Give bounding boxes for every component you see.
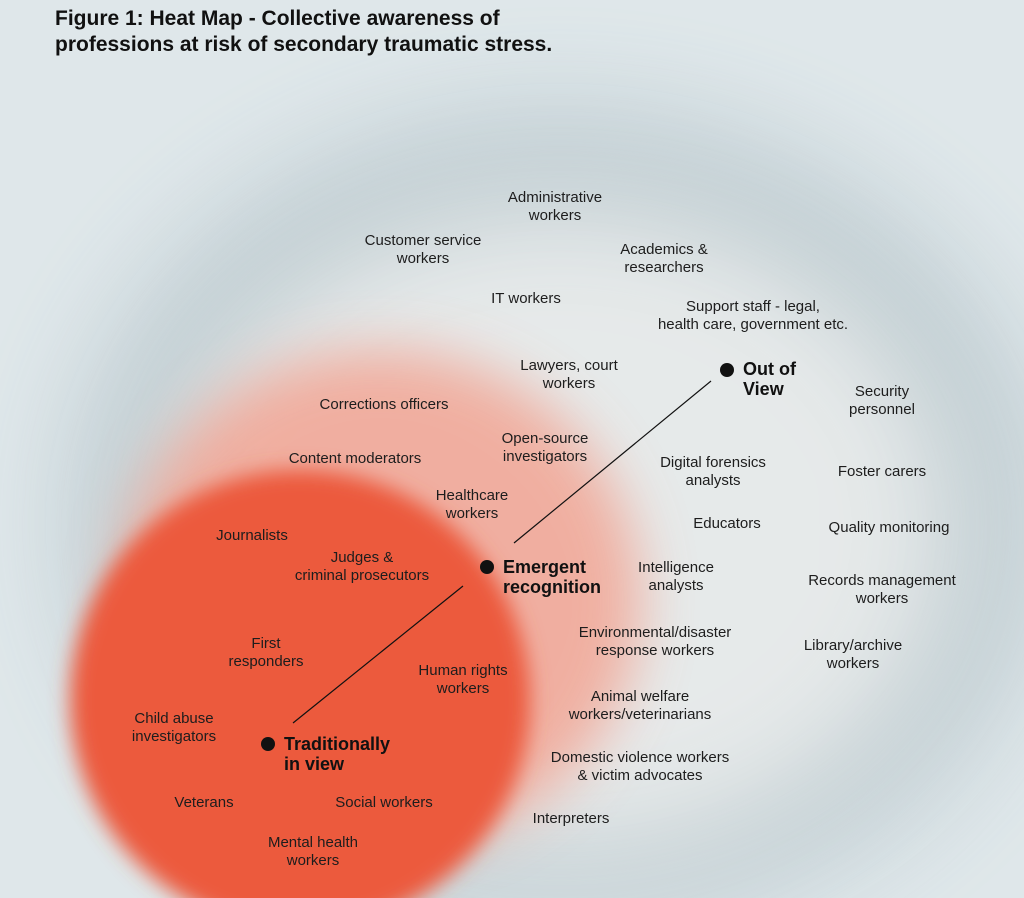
label-customer-service-workers: Customer service workers bbox=[365, 232, 482, 268]
label-line: Security bbox=[854, 383, 910, 400]
label-open-source-investigators: Open-source investigators bbox=[502, 430, 589, 466]
label-content-moderators: Content moderators bbox=[289, 450, 422, 468]
label-line: workers bbox=[542, 375, 596, 392]
label-line: workers bbox=[528, 207, 582, 224]
label-line: Environmental/disaster bbox=[578, 624, 732, 641]
label-line: recognition bbox=[503, 577, 601, 597]
label-line: workers bbox=[396, 250, 450, 267]
label-line: Lawyers, court bbox=[520, 357, 618, 374]
label-line: Human rights bbox=[418, 662, 508, 679]
label-support-staff: Support staff - legal, health care, gover… bbox=[658, 298, 848, 334]
marker-traditionally-in-view: Traditionally in view bbox=[284, 734, 390, 774]
axis-line-lower bbox=[292, 585, 464, 724]
label-line: Library/archive bbox=[803, 637, 903, 654]
label-line: Emergent bbox=[503, 557, 587, 577]
label-line: Animal welfare bbox=[590, 688, 690, 705]
label-judges-prosecutors: Judges & criminal prosecutors bbox=[295, 549, 429, 585]
label-environmental-disaster-workers: Environmental/disaster response workers bbox=[579, 624, 732, 660]
label-line: Out of bbox=[743, 359, 796, 379]
label-line: criminal prosecutors bbox=[294, 567, 430, 584]
label-veterans: Veterans bbox=[174, 794, 233, 812]
label-mental-health-workers: Mental health workers bbox=[268, 834, 358, 870]
label-line: IT workers bbox=[491, 290, 561, 307]
figure-title-line-1: Figure 1: Heat Map - Collective awarenes… bbox=[55, 7, 500, 30]
label-line: Administrative bbox=[507, 189, 603, 206]
label-records-management-workers: Records management workers bbox=[808, 572, 956, 608]
label-line: Records management bbox=[808, 572, 956, 589]
label-academics-researchers: Academics & researchers bbox=[620, 241, 708, 277]
label-line: workers bbox=[855, 590, 909, 607]
label-line: Veterans bbox=[174, 794, 234, 811]
label-line: Judges & bbox=[330, 549, 394, 566]
label-line: workers bbox=[286, 852, 340, 869]
label-domestic-violence-workers: Domestic violence workers & victim advoca… bbox=[551, 749, 729, 785]
label-line: Content moderators bbox=[288, 450, 422, 467]
label-line: View bbox=[743, 379, 784, 399]
label-line: Domestic violence workers bbox=[550, 749, 730, 766]
label-line: workers bbox=[826, 655, 880, 672]
label-administrative-workers: Administrative workers bbox=[508, 189, 602, 225]
label-line: Journalists bbox=[216, 527, 288, 544]
label-intelligence-analysts: Intelligence analysts bbox=[638, 559, 714, 595]
label-foster-carers: Foster carers bbox=[838, 463, 926, 481]
label-line: Healthcare bbox=[435, 487, 509, 504]
label-line: health care, government etc. bbox=[657, 316, 849, 333]
label-line: Corrections officers bbox=[319, 396, 449, 413]
figure-title-line-2: professions at risk of secondary traumat… bbox=[55, 33, 553, 56]
label-lawyers-court-workers: Lawyers, court workers bbox=[520, 357, 618, 393]
label-line: analysts bbox=[648, 577, 704, 594]
label-line: personnel bbox=[849, 401, 915, 418]
label-line: First bbox=[251, 635, 281, 652]
label-line: Support staff - legal, bbox=[686, 298, 820, 315]
label-line: Child abuse bbox=[134, 710, 214, 727]
label-line: Customer service bbox=[364, 232, 482, 249]
label-line: Intelligence bbox=[638, 559, 714, 576]
figure-title: Figure 1: Heat Map - Collective awarenes… bbox=[55, 6, 755, 58]
label-line: responders bbox=[228, 653, 304, 670]
label-interpreters: Interpreters bbox=[533, 810, 610, 828]
marker-out-of-view: Out of View bbox=[743, 359, 796, 399]
label-line: workers/veterinarians bbox=[568, 706, 712, 723]
label-line: Interpreters bbox=[532, 810, 610, 827]
emergent-recognition-dot bbox=[480, 560, 494, 574]
label-it-workers: IT workers bbox=[491, 290, 561, 308]
label-line: Traditionally bbox=[284, 734, 391, 754]
label-security-personnel: Security personnel bbox=[849, 383, 915, 419]
label-line: Educators bbox=[693, 515, 761, 532]
label-line: analysts bbox=[685, 472, 741, 489]
out-of-view-dot bbox=[720, 363, 734, 377]
label-social-workers: Social workers bbox=[335, 794, 433, 812]
label-healthcare-workers: Healthcare workers bbox=[436, 487, 509, 523]
label-line: Mental health bbox=[267, 834, 359, 851]
label-line: Academics & bbox=[620, 241, 708, 258]
label-line: Digital forensics bbox=[660, 454, 766, 471]
label-line: & victim advocates bbox=[577, 767, 703, 784]
label-line: workers bbox=[436, 680, 490, 697]
label-corrections-officers: Corrections officers bbox=[320, 396, 449, 414]
label-animal-welfare-workers: Animal welfare workers/veterinarians bbox=[569, 688, 712, 724]
label-line: workers bbox=[445, 505, 499, 522]
label-line: researchers bbox=[624, 259, 704, 276]
label-quality-monitoring: Quality monitoring bbox=[829, 519, 950, 537]
label-line: Open-source bbox=[501, 430, 589, 447]
label-digital-forensics-analysts: Digital forensics analysts bbox=[660, 454, 766, 490]
label-line: Social workers bbox=[335, 794, 433, 811]
label-line: response workers bbox=[595, 642, 715, 659]
label-line: Quality monitoring bbox=[828, 519, 950, 536]
marker-emergent-recognition: Emergent recognition bbox=[503, 557, 601, 597]
label-journalists: Journalists bbox=[216, 527, 288, 545]
label-first-responders: First responders bbox=[228, 635, 303, 671]
label-line: investigators bbox=[502, 448, 588, 465]
label-line: investigators bbox=[131, 728, 217, 745]
label-library-archive-workers: Library/archive workers bbox=[804, 637, 902, 673]
traditionally-in-view-dot bbox=[261, 737, 275, 751]
label-line: Foster carers bbox=[837, 463, 927, 480]
label-line: in view bbox=[284, 754, 345, 774]
label-educators: Educators bbox=[693, 515, 761, 533]
label-child-abuse-investigators: Child abuse investigators bbox=[132, 710, 216, 746]
label-human-rights-workers: Human rights workers bbox=[418, 662, 507, 698]
